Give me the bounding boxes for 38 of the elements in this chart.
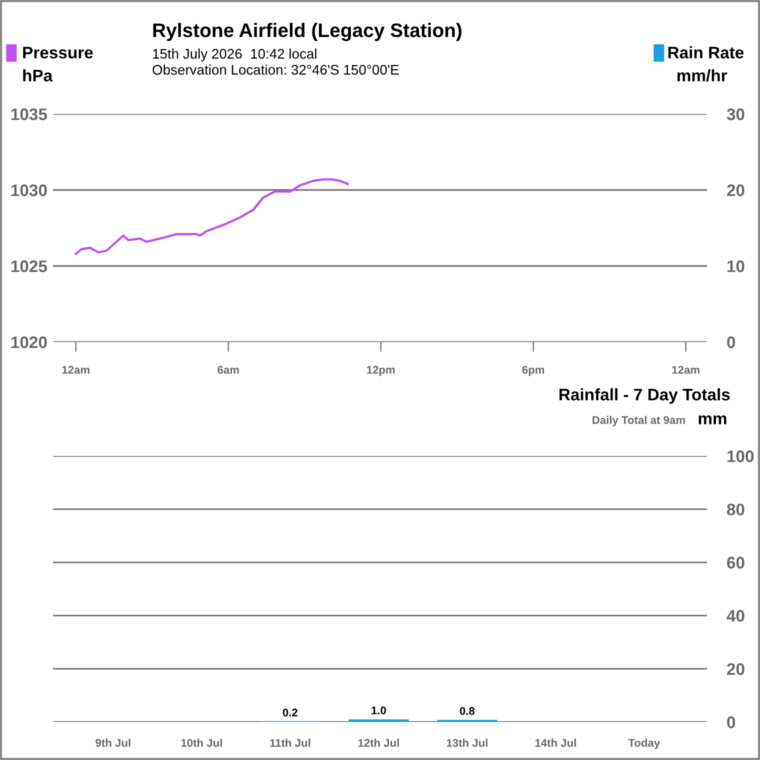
y2-tick-label: 10 [727, 260, 744, 272]
x-tick-label: 12pm [367, 366, 395, 376]
x-tick-label: 11th Jul [270, 738, 310, 747]
chart-subtitle: Daily Total at 9am [592, 416, 685, 426]
y-tick-label: 80 [726, 504, 744, 516]
legend-label: Rain Rate [668, 46, 744, 58]
data-label: 0.2 [282, 708, 298, 716]
y2-axis-title: mm/hr [677, 69, 728, 82]
x-tick-label: Today [628, 738, 660, 750]
y-tick-label: 1035 [11, 108, 47, 120]
x-tick-label: 12am [62, 366, 90, 374]
x-tick-label: 10th Jul [181, 738, 222, 747]
chart-title: Rainfall - 7 Day Totals [560, 388, 730, 404]
x-tick-label: 6pm [522, 366, 544, 376]
y-tick-label: 100 [727, 450, 754, 462]
line-series [74, 178, 349, 255]
x-tick-label: 12am [672, 366, 700, 374]
y2-tick-label: 30 [726, 108, 744, 120]
chart-subtitle: 15th July 2026 10:42 local [153, 48, 316, 62]
y-tick-label: 40 [726, 610, 744, 622]
x-tick-label: 9th Jul [96, 738, 130, 747]
y-tick-label: 0 [727, 716, 736, 728]
x-tick-label: 6am [218, 366, 239, 374]
x-tick-label: 12th Jul [358, 738, 399, 747]
y-axis-title: mm [698, 415, 726, 424]
y-tick-label: 1020 [11, 336, 47, 348]
y-tick-label: 1025 [11, 260, 47, 272]
data-label: 1.0 [372, 706, 386, 714]
y-tick-label: 1030 [11, 184, 47, 196]
data-label: 0.8 [460, 707, 475, 715]
chart-title: Rylstone Airfield (Legacy Station) [153, 22, 462, 42]
x-tick-label: 13th Jul [446, 738, 488, 747]
y-axis-title: hPa [23, 69, 53, 82]
y-tick-label: 20 [727, 663, 744, 676]
x-tick-label: 14th Jul [535, 738, 576, 747]
legend-label: Pressure [23, 46, 93, 58]
text: Observation Location: 32°46'S 150°00'E [152, 64, 399, 75]
y-tick-label: 60 [727, 556, 744, 569]
